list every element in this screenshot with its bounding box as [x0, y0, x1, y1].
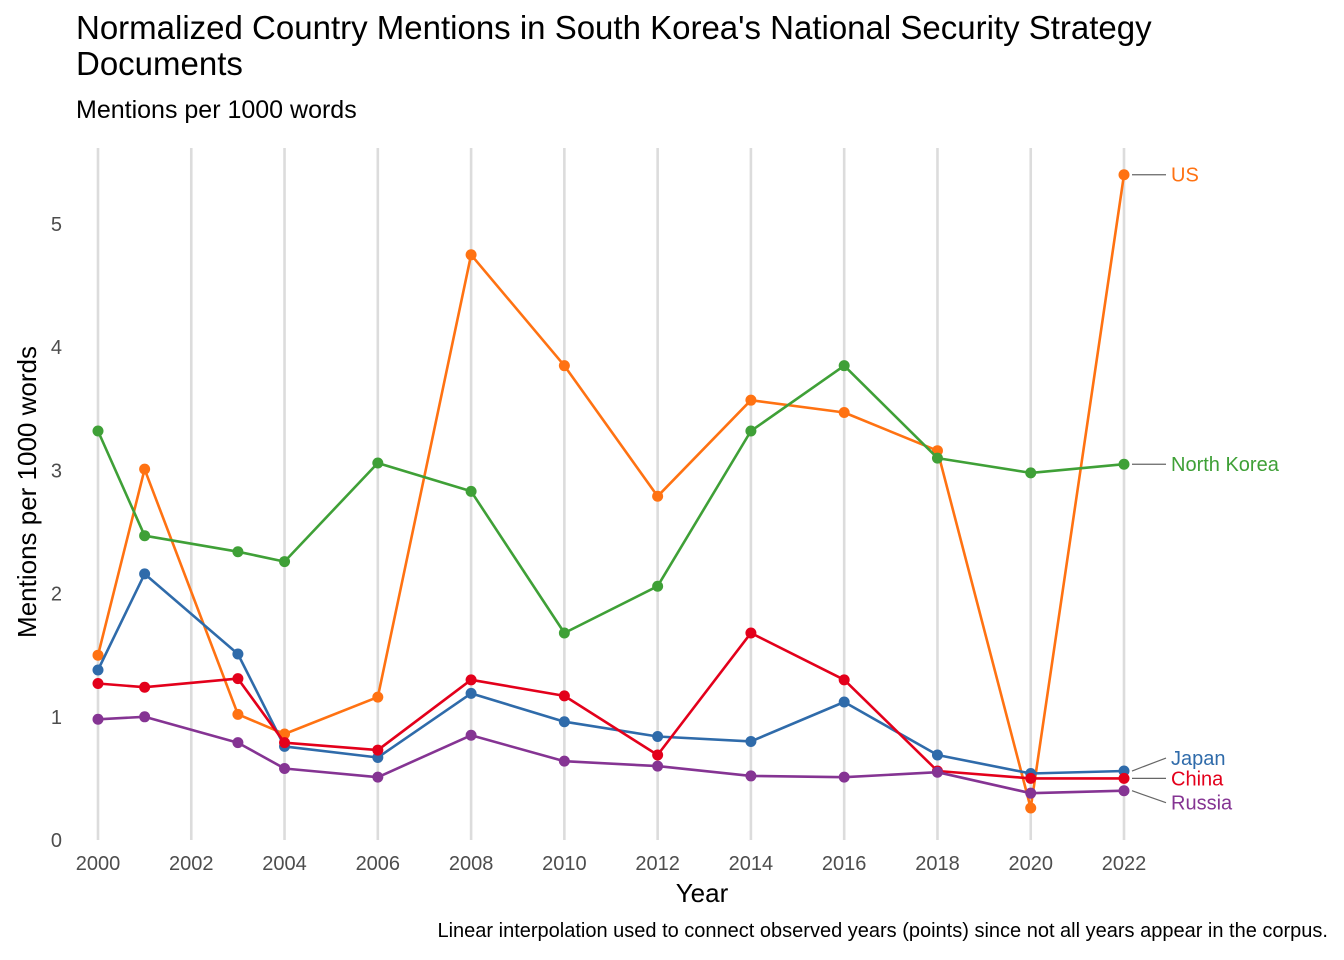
y-axis-ticks: 0 1 2 3 4 5	[51, 214, 62, 852]
y-tick-label: 5	[51, 214, 62, 236]
data-point-russia	[279, 763, 291, 775]
data-point-japan	[745, 735, 757, 747]
data-point-russia	[838, 771, 850, 783]
data-point-north-korea	[558, 627, 570, 639]
y-tick-label: 1	[51, 707, 62, 729]
x-axis-label: Year	[676, 878, 729, 908]
data-point-north-korea	[279, 556, 291, 568]
data-point-us	[1118, 169, 1130, 181]
data-point-north-korea	[139, 530, 151, 542]
data-point-china	[558, 690, 570, 702]
data-point-us	[92, 649, 104, 661]
data-point-china	[465, 674, 477, 686]
data-point-us	[1025, 802, 1037, 814]
data-point-russia	[139, 711, 151, 723]
data-point-russia	[745, 770, 757, 782]
series-label-us: US	[1171, 165, 1199, 187]
data-point-north-korea	[652, 580, 664, 592]
label-connector-russia	[1131, 790, 1167, 804]
data-point-japan	[139, 568, 151, 580]
data-point-japan	[652, 731, 664, 743]
x-tick-label: 2012	[635, 853, 680, 875]
data-point-north-korea	[838, 360, 850, 372]
data-point-us	[465, 249, 477, 261]
data-point-north-korea	[1025, 467, 1037, 479]
data-point-russia	[232, 737, 244, 749]
data-point-us	[232, 708, 244, 720]
data-point-japan	[465, 687, 477, 699]
data-point-japan	[232, 648, 244, 660]
data-point-china	[1118, 772, 1130, 784]
data-point-us	[372, 691, 384, 703]
data-point-japan	[838, 696, 850, 708]
chart-caption: Linear interpolation used to connect obs…	[437, 920, 1328, 942]
data-point-china	[139, 681, 151, 693]
data-point-china	[279, 737, 291, 749]
data-point-russia	[1025, 787, 1037, 799]
data-point-russia	[1118, 785, 1130, 797]
data-point-russia	[465, 729, 477, 741]
series-label-north-korea: North Korea	[1171, 454, 1280, 476]
y-axis-label: Mentions per 1000 words	[12, 346, 42, 638]
series-line-north-korea	[96, 364, 1125, 635]
data-point-japan	[931, 749, 943, 761]
y-tick-label: 3	[51, 460, 62, 482]
data-point-us	[139, 463, 151, 475]
x-tick-label: 2006	[356, 853, 401, 875]
label-connector-japan	[1131, 757, 1167, 772]
chart-title: Normalized Country Mentions in South Kor…	[76, 9, 1152, 82]
y-tick-label: 0	[51, 830, 62, 852]
data-point-us	[652, 490, 664, 502]
series-line-china	[97, 631, 1124, 780]
series-line-us	[96, 174, 1126, 810]
data-point-japan	[558, 716, 570, 728]
y-tick-label: 2	[51, 584, 62, 606]
x-tick-label: 2010	[542, 853, 587, 875]
data-point-china	[232, 673, 244, 685]
series-line-japan	[96, 572, 1125, 775]
series-label-russia: Russia	[1171, 793, 1233, 815]
x-tick-label: 2004	[262, 853, 307, 875]
data-point-japan	[92, 664, 104, 676]
data-point-north-korea	[931, 452, 943, 464]
x-tick-label: 2008	[449, 853, 494, 875]
grid-lines	[96, 148, 1126, 840]
chart-subtitle: Mentions per 1000 words	[76, 96, 357, 124]
series-label-china: China	[1171, 768, 1224, 790]
x-tick-label: 2018	[915, 853, 960, 875]
x-axis-ticks: 2000 2002 2004 2006 2008 2010 2012 2014 2016 2018…	[76, 853, 1147, 875]
x-tick-label: 2016	[822, 853, 867, 875]
data-point-china	[745, 627, 757, 639]
y-tick-label: 4	[51, 337, 62, 359]
data-point-russia	[652, 760, 664, 772]
data-point-us	[558, 360, 570, 372]
series-label-japan: Japan	[1171, 748, 1226, 770]
x-tick-label: 2014	[729, 853, 774, 875]
data-point-us	[838, 406, 850, 418]
data-point-china	[838, 674, 850, 686]
data-point-china	[1025, 772, 1037, 784]
data-point-north-korea	[1118, 458, 1130, 470]
x-tick-label: 2002	[169, 853, 214, 875]
data-point-russia	[931, 766, 943, 778]
data-point-china	[372, 744, 384, 756]
data-point-north-korea	[92, 425, 104, 437]
data-point-russia	[92, 713, 104, 725]
x-tick-label: 2020	[1008, 853, 1053, 875]
data-point-china	[92, 678, 104, 690]
data-point-us	[745, 394, 757, 406]
data-point-china	[652, 749, 664, 761]
series-lines	[92, 169, 1130, 814]
x-tick-label: 2022	[1102, 853, 1147, 875]
data-point-russia	[372, 771, 384, 783]
data-point-russia	[558, 755, 570, 767]
data-point-north-korea	[372, 457, 384, 469]
data-point-north-korea	[465, 485, 477, 497]
x-tick-label: 2000	[76, 853, 121, 875]
data-point-north-korea	[745, 425, 757, 437]
data-point-north-korea	[232, 546, 244, 558]
